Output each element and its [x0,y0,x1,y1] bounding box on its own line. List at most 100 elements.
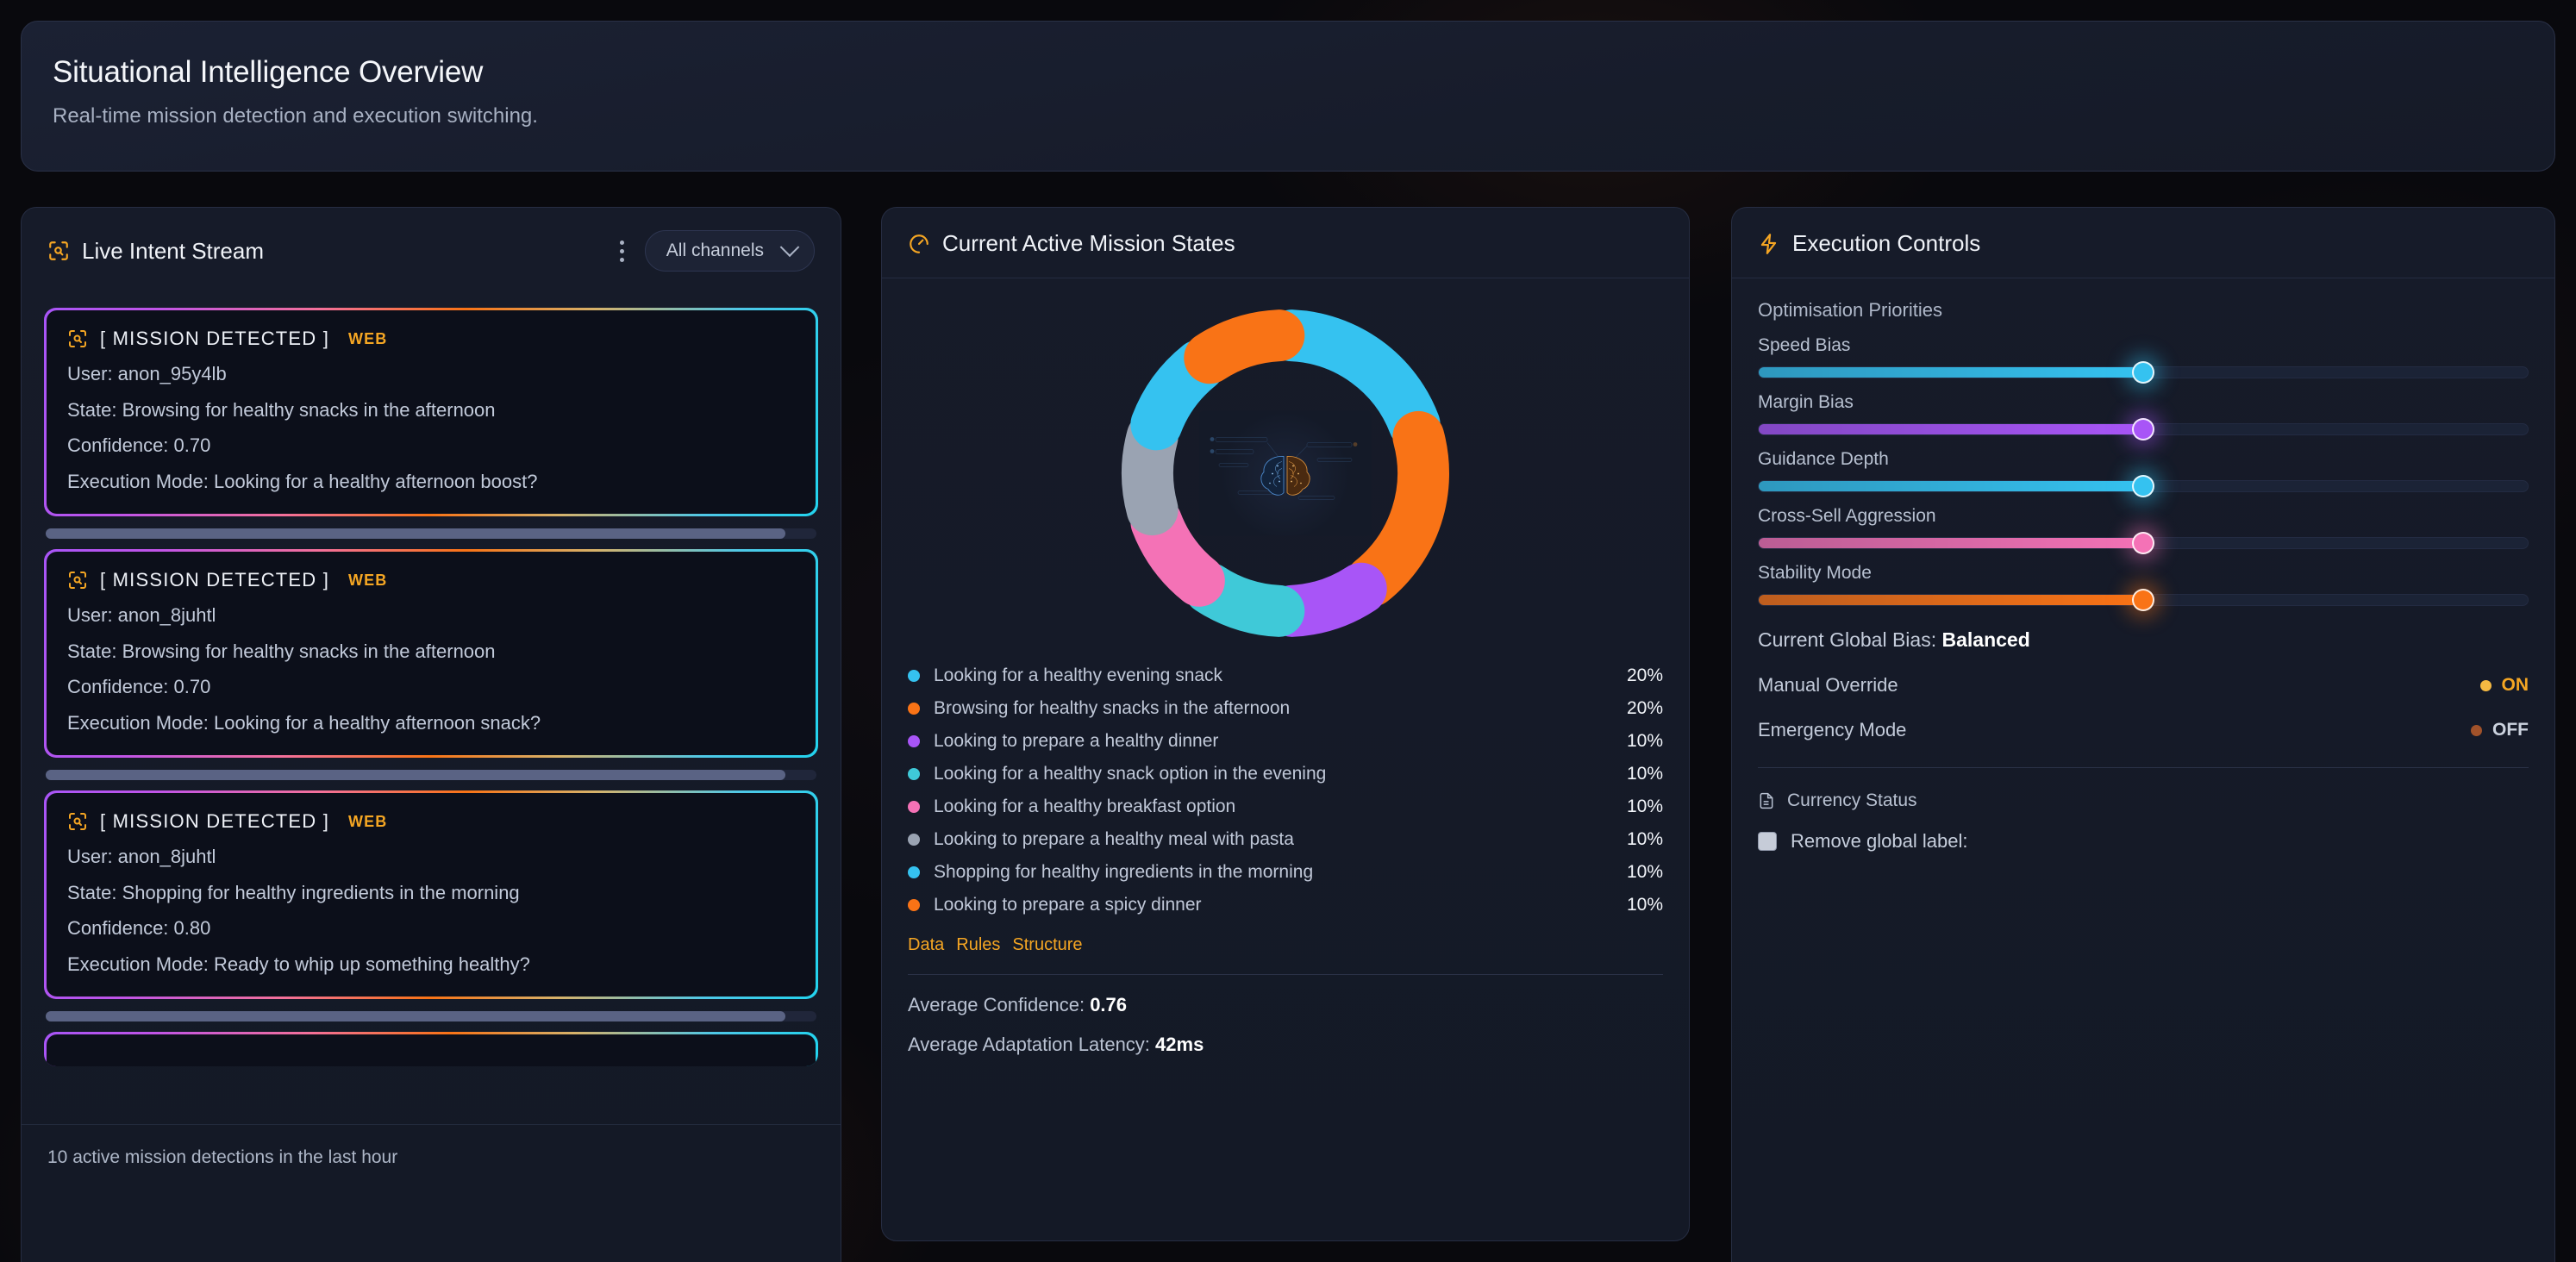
slider-fill [1759,481,2143,491]
legend-color-dot [908,768,920,780]
channel-filter-value: All channels [666,241,764,260]
toggle-emergency-mode[interactable]: Emergency Mode OFF [1758,719,2529,741]
donut-legend: Looking for a healthy evening snack 20% … [882,654,1689,922]
legend-item[interactable]: Looking for a healthy evening snack 20% [908,659,1663,692]
checkbox-icon[interactable] [1758,832,1777,851]
more-vertical-icon[interactable] [611,234,633,269]
remove-global-label-text: Remove global label: [1791,830,1968,852]
slider-guidance-depth[interactable]: Guidance Depth [1758,449,2529,497]
slider-track[interactable] [1758,532,2529,554]
mission-states-donut-chart [882,278,1689,654]
filter-link-structure[interactable]: Structure [1012,935,1083,954]
page-title: Situational Intelligence Overview [53,55,484,89]
donut-segment[interactable] [1346,410,1449,607]
metric-value: 42ms [1155,1034,1204,1055]
mission-confidence: Confidence: 0.70 [67,676,211,697]
chevron-down-icon [779,237,800,258]
slider-track[interactable] [1758,361,2529,384]
stream-footer: 10 active mission detections in the last… [22,1124,841,1262]
slider-fill [1759,595,2143,605]
middle-panel-header: Current Active Mission States [882,208,1689,278]
metric-label: Average Adaptation Latency: [908,1034,1156,1055]
brain-illustration-svg [1210,437,1358,501]
filter-links[interactable]: Data Rules Structure [882,922,1689,955]
mission-state: State: Browsing for healthy snacks in th… [67,640,496,662]
slider-thumb[interactable] [2132,418,2154,440]
legend-label: Looking for a healthy breakfast option [934,797,1236,816]
horizontal-scrollbar[interactable] [46,528,816,539]
right-panel-title: Execution Controls [1792,230,1981,256]
legend-color-dot [908,899,920,911]
mission-execution-mode: Execution Mode: Looking for a healthy af… [67,470,538,492]
slider-thumb[interactable] [2132,532,2154,554]
global-bias-row: Current Global Bias: Balanced [1758,628,2529,652]
channel-filter-dropdown[interactable]: All channels [644,230,815,272]
toggle-manual-override[interactable]: Manual Override ON [1758,674,2529,697]
mission-card[interactable]: [ MISSION DETECTED ] WEB User: anon_8juh… [44,790,818,999]
mission-user: User: anon_8juhtl [67,604,216,626]
slider-fill [1759,538,2143,548]
mission-detected-label: [ MISSION DETECTED ] [100,569,330,590]
legend-label: Looking for a healthy snack option in th… [934,764,1327,784]
left-panel-header: Live Intent Stream All channels [22,208,841,292]
currency-status-row[interactable]: Currency Status [1758,790,2529,811]
horizontal-scrollbar[interactable] [46,1011,816,1021]
toggle-state[interactable]: ON [2479,675,2529,696]
live-intent-stream-panel: Live Intent Stream All channels [ MISSIO… [21,207,841,1262]
slider-thumb[interactable] [2132,589,2154,611]
slider-label: Speed Bias [1758,335,1851,355]
metric-row: Average Confidence: 0.76 [908,994,1663,1016]
toggle-state[interactable]: OFF [2471,720,2529,740]
mission-execution-mode: Execution Mode: Looking for a healthy af… [67,711,541,734]
donut-segment[interactable] [1184,309,1305,384]
mission-detected-label: [ MISSION DETECTED ] [100,328,330,349]
left-panel-title: Live Intent Stream [82,237,264,264]
legend-value: 10% [1626,797,1663,816]
legend-value: 20% [1626,698,1663,718]
filter-link-rules[interactable]: Rules [956,935,1001,954]
brain-circuit-illustration [1199,410,1372,536]
slider-margin-bias[interactable]: Margin Bias [1758,392,2529,440]
slider-track[interactable] [1758,475,2529,497]
slider-speed-bias[interactable]: Speed Bias [1758,335,2529,384]
legend-item[interactable]: Looking to prepare a healthy meal with p… [908,823,1663,856]
legend-value: 20% [1626,665,1663,685]
horizontal-scrollbar[interactable] [46,770,816,780]
global-bias-value: Balanced [1941,628,2030,651]
slider-group: Speed Bias Margin Bias Guidance Depth Cr… [1758,335,2529,611]
legend-item[interactable]: Looking for a healthy breakfast option 1… [908,790,1663,823]
page-subtitle: Real-time mission detection and executio… [53,103,538,128]
slider-track[interactable] [1758,418,2529,440]
remove-global-label-row[interactable]: Remove global label: [1758,830,2529,853]
legend-label: Shopping for healthy ingredients in the … [934,862,1314,882]
legend-item[interactable]: Looking to prepare a spicy dinner 10% [908,889,1663,922]
slider-thumb[interactable] [2132,475,2154,497]
slider-track[interactable] [1758,589,2529,611]
slider-stability-mode[interactable]: Stability Mode [1758,563,2529,611]
slider-label: Guidance Depth [1758,449,1889,469]
legend-label: Browsing for healthy snacks in the after… [934,698,1291,718]
document-icon [1758,791,1775,810]
active-mission-states-panel: Current Active Mission States [881,207,1690,1241]
mission-user: User: anon_95y4lb [67,363,227,384]
legend-item[interactable]: Looking to prepare a healthy dinner 10% [908,725,1663,758]
legend-color-dot [908,834,920,846]
channel-badge: WEB [348,571,388,589]
legend-value: 10% [1626,764,1663,784]
legend-label: Looking to prepare a healthy dinner [934,731,1219,751]
slider-thumb[interactable] [2132,361,2154,384]
legend-item[interactable]: Shopping for healthy ingredients in the … [908,856,1663,889]
legend-item[interactable]: Browsing for healthy snacks in the after… [908,692,1663,725]
legend-value: 10% [1626,829,1663,849]
metric-value: 0.76 [1090,994,1128,1015]
slider-cross-sell-aggression[interactable]: Cross-Sell Aggression [1758,506,2529,554]
mission-card[interactable]: [ MISSION DETECTED ] WEB User: anon_95y4… [44,308,818,516]
legend-label: Looking for a healthy evening snack [934,665,1223,685]
mission-card[interactable]: [ MISSION DETECTED ] WEB User: anon_8juh… [44,549,818,758]
legend-item[interactable]: Looking for a healthy snack option in th… [908,758,1663,790]
mission-card-list[interactable]: [ MISSION DETECTED ] WEB User: anon_95y4… [22,292,841,1180]
filter-link-data[interactable]: Data [908,935,945,954]
legend-value: 10% [1626,862,1663,882]
donut-segment[interactable] [1266,309,1441,451]
mission-card[interactable] [44,1032,818,1066]
